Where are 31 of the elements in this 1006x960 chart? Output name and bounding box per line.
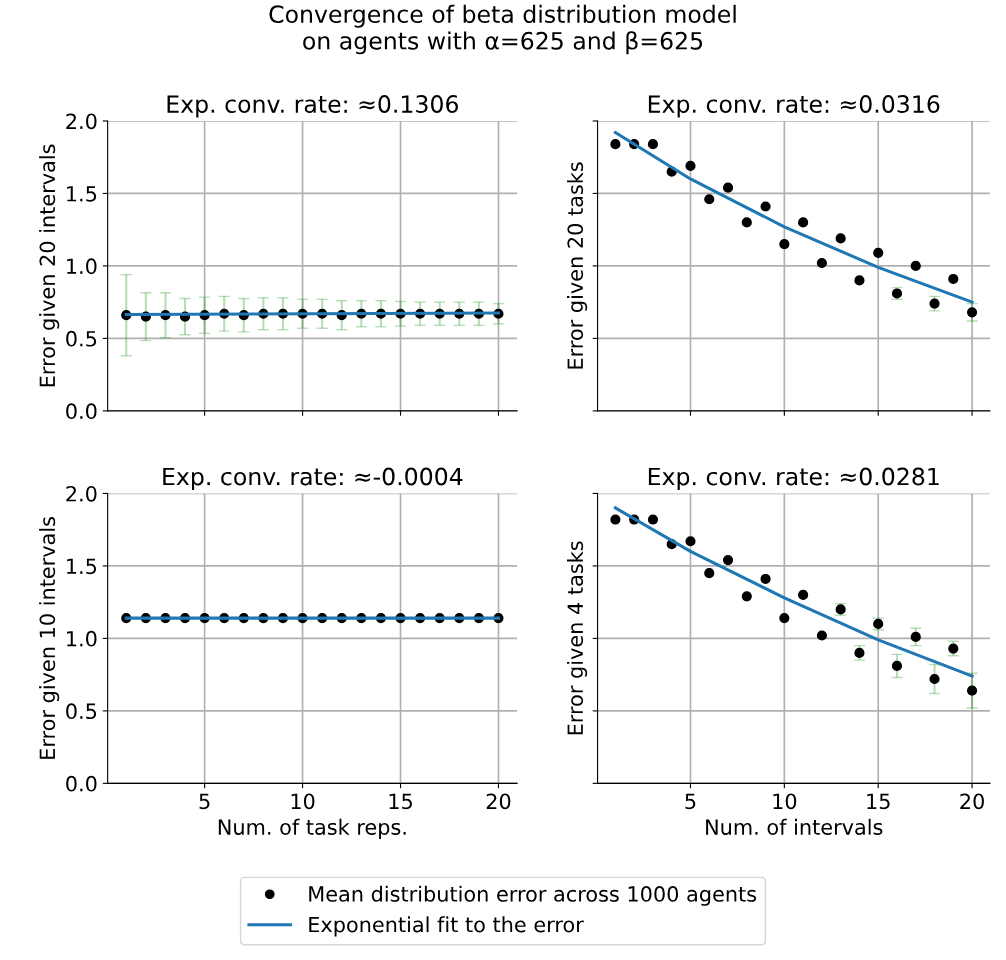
y-tick-label: 0.0 [66,775,97,792]
x-axis-title: Num. of task reps. [218,818,406,839]
chart-title: Exp. conv. rate: ≈-0.0004 [163,467,463,491]
legend-label: Mean distribution error across 1000 agents [309,885,757,906]
x-tick-label: 5 [199,793,210,810]
y-axis-title: Error given 20 tasks [566,162,588,369]
legend-label: Exponential fit to the error [309,916,584,937]
x-tick-label: 10 [773,793,797,810]
y-tick-label: 0.0 [66,403,97,420]
y-axis-title: Error given 4 tasks [566,541,588,735]
y-tick-label: 0.5 [66,330,97,347]
chart-title: Exp. conv. rate: ≈0.1306 [167,95,458,118]
y-tick-label: 1.0 [67,630,97,647]
y-tick-label: 2.0 [66,485,97,502]
x-axis-title: Num. of intervals [706,818,883,835]
y-tick-label: 0.5 [66,703,97,720]
x-tick-label: 15 [389,793,412,810]
y-axis-title: Error given 20 intervals [39,144,60,387]
x-tick-label: 20 [960,793,984,810]
y-tick-label: 1.5 [67,186,97,202]
y-tick-label: 1.5 [67,558,97,575]
x-tick-label: 10 [291,793,315,810]
chart-title: Exp. conv. rate: ≈0.0316 [648,95,940,118]
chart-title: Exp. conv. rate: ≈0.0281 [648,467,939,491]
y-tick-label: 1.0 [67,258,97,275]
y-axis-title: Error given 10 intervals [39,517,60,759]
text: Convergence of beta distribution model on agents with α=625 and β=625 [269,4,736,55]
y-tick-label: 2.0 [66,113,97,130]
x-tick-label: 15 [867,793,890,810]
x-tick-label: 20 [486,793,511,810]
x-tick-label: 5 [685,793,696,810]
